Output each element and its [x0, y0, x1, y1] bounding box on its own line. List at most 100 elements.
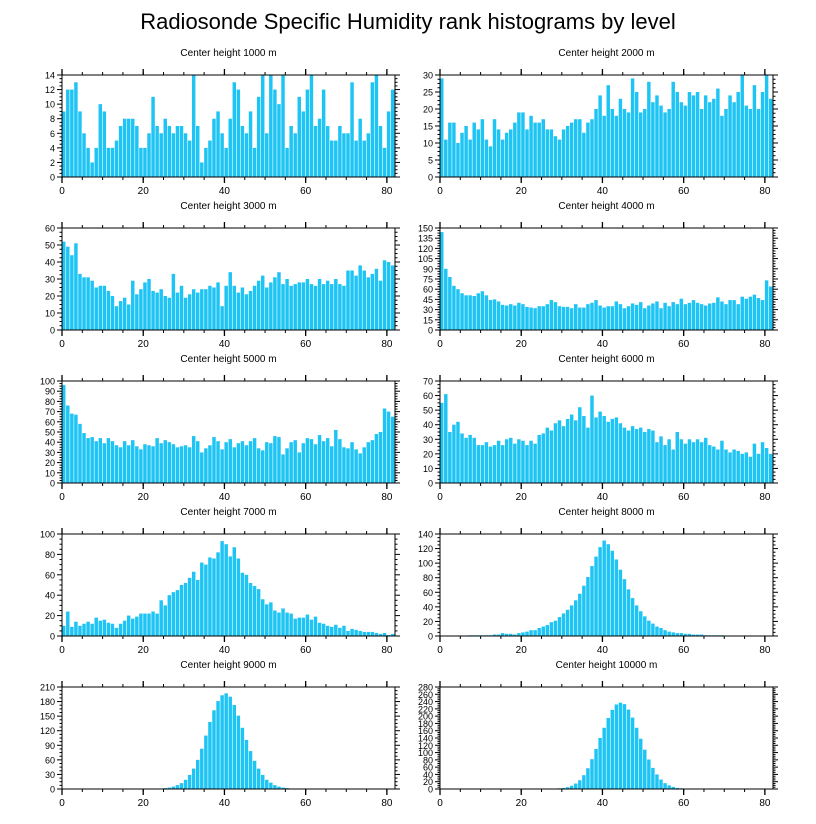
histogram-bar — [594, 300, 598, 330]
histogram-bar — [330, 140, 334, 177]
histogram-bar — [748, 296, 753, 330]
histogram-bar — [273, 610, 277, 636]
histogram-bar — [695, 634, 700, 636]
histogram-bar — [513, 634, 517, 636]
histogram-bar — [82, 277, 86, 330]
panel-title: Center height 1000 m — [180, 48, 276, 59]
histogram-bar — [338, 284, 342, 330]
histogram-bar — [135, 294, 139, 330]
y-tick-label: 260 — [418, 690, 433, 700]
histogram-bar — [265, 133, 269, 177]
histogram-bar — [630, 598, 635, 636]
histogram-bar — [708, 102, 712, 177]
histogram-bar — [118, 301, 123, 330]
panel-title: Center height 9000 m — [180, 660, 276, 671]
histogram-bar — [191, 75, 196, 177]
histogram-bar — [196, 579, 200, 636]
histogram-bar — [281, 75, 285, 177]
histogram-bar — [386, 634, 391, 636]
x-tick-label: 60 — [300, 339, 312, 350]
histogram-bar — [354, 275, 358, 330]
x-tick-label: 40 — [219, 492, 231, 503]
histogram-bar — [378, 633, 383, 636]
histogram-bar — [452, 122, 456, 177]
histogram-bar — [281, 787, 285, 789]
histogram-bar — [325, 625, 330, 636]
histogram-panel: Center height 9000 m 0 20 40 60 80 0 30 60 90 120 1… — [40, 660, 400, 809]
histogram-bar — [659, 627, 663, 636]
histogram-bar — [651, 303, 655, 330]
histogram-bar — [196, 292, 200, 330]
histogram-bar — [183, 582, 188, 636]
histogram-bar — [313, 444, 318, 483]
y-tick-label: 75 — [423, 275, 433, 285]
histogram-bar — [159, 289, 163, 330]
x-tick-label: 0 — [437, 492, 443, 503]
histogram-bar — [667, 631, 671, 636]
y-tick-label: 60 — [423, 391, 433, 401]
histogram-bar — [476, 445, 481, 483]
histogram-bar — [90, 623, 94, 636]
histogram-bar — [752, 85, 757, 177]
histogram-bar — [232, 285, 237, 330]
x-tick-label: 20 — [138, 186, 150, 197]
histogram-bar — [122, 118, 127, 177]
y-tick-label: 50 — [45, 241, 55, 251]
histogram-bar — [200, 562, 204, 636]
y-tick-label: 12 — [45, 85, 55, 95]
histogram-bar — [285, 448, 289, 483]
histogram-bar — [448, 432, 452, 483]
histogram-bar — [94, 147, 98, 177]
histogram-bar — [228, 696, 232, 789]
histogram-bar — [94, 617, 98, 636]
histogram-bar — [663, 630, 667, 636]
histogram-bar — [756, 298, 761, 330]
histogram-bar — [703, 437, 708, 483]
histogram-bar — [200, 452, 204, 483]
histogram-bar — [626, 589, 631, 636]
histogram-bar — [630, 78, 635, 177]
histogram-bar — [537, 306, 541, 330]
histogram-panel: Center height 4000 m0 20 40 60 8001530456075… — [418, 201, 778, 350]
histogram-bar — [102, 619, 107, 636]
histogram-bar — [643, 432, 647, 483]
histogram-bar — [744, 105, 749, 177]
histogram-bar — [285, 279, 289, 330]
histogram-bar — [277, 272, 281, 330]
histogram-bar — [256, 96, 261, 177]
y-tick-label: 100 — [40, 377, 55, 387]
histogram-bar — [752, 294, 757, 330]
histogram-bar — [70, 255, 74, 330]
histogram-bar — [374, 75, 379, 177]
histogram-bar — [598, 411, 602, 483]
x-tick-label: 0 — [59, 492, 65, 503]
histogram-bar — [110, 296, 115, 330]
histogram-bar — [334, 429, 338, 483]
histogram-bar — [529, 630, 533, 636]
histogram-bar — [366, 631, 371, 636]
y-tick-label: 200 — [418, 712, 433, 722]
histogram-bar — [204, 448, 208, 483]
histogram-bar — [509, 633, 513, 636]
histogram-bar — [663, 783, 667, 789]
y-tick-label: 150 — [40, 712, 55, 722]
histogram-bar — [354, 449, 358, 483]
histogram-bar — [362, 631, 366, 636]
histogram-bar — [309, 75, 314, 177]
histogram-bar — [671, 786, 675, 789]
histogram-bar — [513, 443, 517, 483]
histogram-bar — [460, 132, 464, 177]
histogram-bar — [537, 122, 541, 177]
histogram-bar — [533, 122, 537, 177]
panel-title: Center height 10000 m — [556, 660, 658, 671]
histogram-bar — [240, 441, 245, 483]
histogram-bar — [200, 289, 204, 330]
y-tick-label: 90 — [423, 264, 433, 274]
histogram-bar — [273, 277, 277, 330]
histogram-bar — [480, 445, 485, 483]
histogram-bar — [358, 265, 362, 330]
histogram-bar — [382, 147, 387, 177]
histogram-panel: Center height 3000 m 0 20 40 60 80 0 10 20 30 40 50… — [45, 201, 400, 350]
histogram-bar — [317, 279, 322, 330]
